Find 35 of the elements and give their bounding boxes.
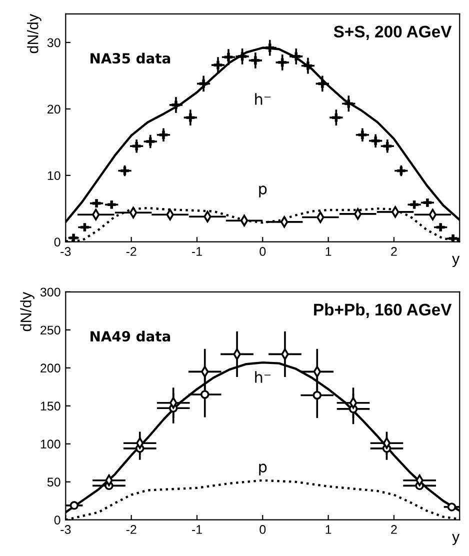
x-tick-label: 2 <box>391 247 397 256</box>
x-tick-label: 0 <box>260 525 266 534</box>
annotation: NA49 data <box>90 330 170 342</box>
y-tick-label: 10 <box>48 171 60 180</box>
y-tick-label: 50 <box>47 478 60 487</box>
x-tick-label: 2 <box>391 525 397 534</box>
y-axis-title: dN/dy <box>20 292 34 332</box>
annotation: NA35 data <box>90 52 170 64</box>
annotation: p <box>259 186 267 198</box>
x-tick-label: 1 <box>326 525 332 534</box>
y-tick-label: 300 <box>40 288 60 297</box>
y-tick-label: 150 <box>40 402 60 411</box>
y-tick-label: 0 <box>54 516 60 525</box>
x-tick-label: -3 <box>60 525 71 534</box>
y-tick-label: 20 <box>48 104 60 114</box>
y-tick-label: 0 <box>54 238 60 247</box>
y-tick-label: 100 <box>40 440 60 449</box>
x-axis-title: y <box>452 256 460 268</box>
x-axis-title: y <box>452 534 460 546</box>
x-tick-label: -2 <box>126 525 136 534</box>
annotation: h⁻ <box>255 371 270 383</box>
y-tick-label: 200 <box>40 364 60 373</box>
annotation: h⁻ <box>255 93 270 105</box>
y-tick-label: 250 <box>40 326 60 335</box>
y-tick-label: 30 <box>47 38 60 48</box>
text: S+S, 200 AGeV <box>334 26 452 40</box>
x-tick-label: 0 <box>260 247 266 256</box>
x-tick-label: -2 <box>126 247 136 256</box>
x-tick-label: 1 <box>326 247 332 256</box>
x-tick-label: -1 <box>192 525 202 534</box>
annotation: p <box>259 464 267 476</box>
text: Pb+Pb, 160 AGeV <box>314 303 452 318</box>
y-axis-title: dN/dy <box>27 14 42 54</box>
x-tick-label: -3 <box>60 247 71 256</box>
x-tick-label: -1 <box>192 247 202 256</box>
